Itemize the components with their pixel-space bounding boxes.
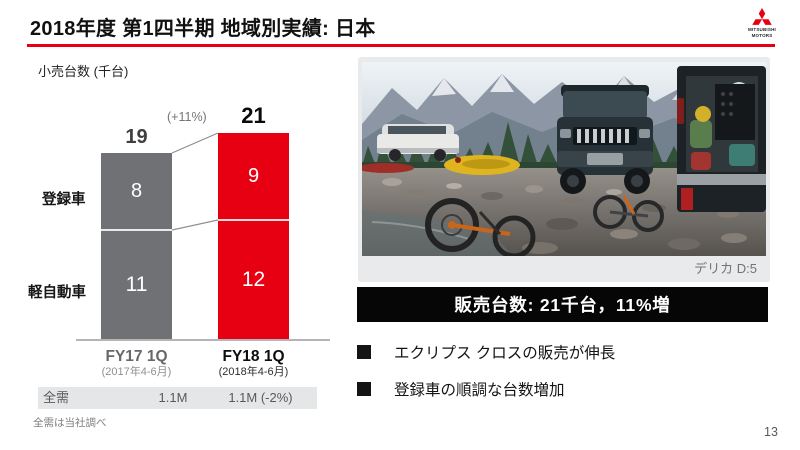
page-number: 13 (764, 425, 778, 439)
total-demand-row: 全需 1.1M 1.1M (-2%) (38, 387, 317, 409)
total-demand-fy18: 1.1M (-2%) (228, 390, 293, 405)
x-label-fy17: FY17 1Q (2017年4-6月) (101, 348, 172, 379)
series-label-registered: 登録車 (42, 192, 86, 208)
bar-fy18: 9 12 (218, 133, 289, 339)
bullet-text: エクリプス クロスの販売が伸長 (394, 345, 616, 362)
sales-highlight-banner: 販売台数: 21千台，11%増 (357, 287, 768, 322)
bar-fy17-kei-segment: 11 (125, 273, 148, 296)
chart-title: 小売台数 (千台) (38, 64, 129, 79)
brand-wordmark: MITSUBISHI MOTORS (747, 27, 776, 38)
vehicle-photo-frame: デリカ D:5 (358, 57, 770, 282)
total-demand-label: 全需 (43, 390, 70, 405)
bar-fy17-registered-segment: 8 (101, 153, 172, 231)
total-label-fy18: 21 (241, 103, 266, 128)
bar-fy17: 8 11 (101, 153, 172, 339)
square-bullet-icon (357, 382, 371, 396)
chart-footnote: 全需は当社調べ (33, 417, 107, 429)
mitsubishi-logo: MITSUBISHI MOTORS (742, 8, 782, 38)
x-label-fy18: FY18 1Q (2018年4-6月) (218, 348, 289, 379)
three-diamond-icon (742, 8, 782, 25)
bar-fy18-registered-segment: 9 (218, 133, 289, 221)
bar-connector-lines (172, 132, 218, 231)
series-label-kei: 軽自動車 (28, 285, 86, 301)
total-demand-fy17: 1.1M (158, 390, 188, 405)
page-title: 2018年度 第1四半期 地域別実績: 日本 (30, 18, 376, 40)
banner-text: 販売台数: 21千台，11%増 (454, 295, 671, 315)
photo-caption: デリカ D:5 (694, 261, 757, 276)
delica-photo (362, 62, 766, 256)
x-axis-line (76, 339, 330, 341)
total-label-fy17: 19 (125, 126, 148, 148)
list-item: 登録車の順調な台数増加 (357, 378, 777, 400)
square-bullet-icon (357, 345, 371, 359)
list-item: エクリプス クロスの販売が伸長 (357, 341, 777, 363)
key-points-list: エクリプス クロスの販売が伸長 登録車の順調な台数増加 (357, 341, 777, 415)
title-accent-rule (27, 44, 775, 47)
bar-fy18-kei-segment: 12 (241, 268, 266, 291)
growth-label: (+11%) (167, 110, 207, 124)
bullet-text: 登録車の順調な台数増加 (394, 382, 565, 399)
